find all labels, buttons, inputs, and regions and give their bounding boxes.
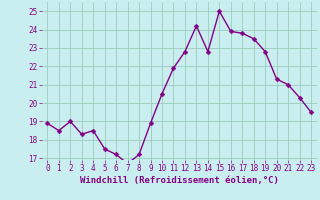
X-axis label: Windchill (Refroidissement éolien,°C): Windchill (Refroidissement éolien,°C) bbox=[80, 176, 279, 185]
